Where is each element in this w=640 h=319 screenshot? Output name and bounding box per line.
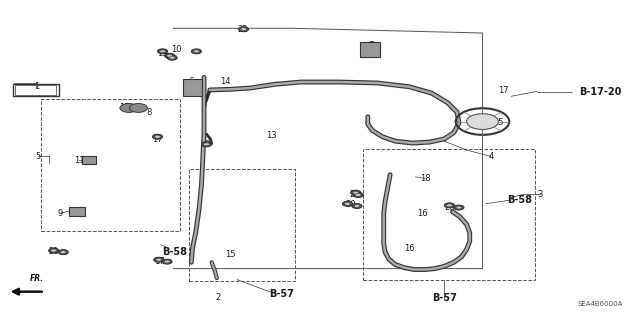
Circle shape	[155, 135, 160, 138]
Circle shape	[162, 259, 172, 264]
Text: 5: 5	[36, 152, 41, 161]
Text: 9: 9	[58, 209, 63, 218]
Circle shape	[120, 104, 138, 112]
Circle shape	[157, 49, 168, 54]
Circle shape	[167, 54, 172, 57]
Circle shape	[58, 250, 68, 255]
Text: 16: 16	[417, 209, 428, 219]
Circle shape	[447, 204, 452, 207]
Text: SEA4B6000A: SEA4B6000A	[577, 300, 623, 307]
Circle shape	[344, 202, 350, 205]
Circle shape	[352, 204, 362, 209]
Circle shape	[152, 134, 163, 139]
Text: 19: 19	[200, 140, 211, 149]
Text: 20: 20	[444, 203, 454, 212]
Circle shape	[454, 205, 464, 210]
Text: 10: 10	[172, 45, 182, 54]
Text: B-17-20: B-17-20	[579, 86, 621, 97]
Text: FR.: FR.	[29, 274, 44, 283]
Bar	[183, 79, 202, 96]
Bar	[13, 84, 59, 96]
Text: 14: 14	[220, 77, 231, 85]
Bar	[15, 85, 56, 95]
Circle shape	[456, 206, 461, 209]
Text: 8: 8	[147, 108, 152, 116]
Circle shape	[351, 190, 361, 195]
Text: 7: 7	[368, 41, 374, 49]
Text: 12: 12	[119, 103, 130, 112]
Bar	[364, 149, 536, 280]
Circle shape	[353, 192, 364, 197]
Circle shape	[160, 50, 165, 53]
Circle shape	[467, 114, 499, 130]
Bar	[189, 169, 294, 281]
Circle shape	[355, 194, 361, 196]
Text: B-58: B-58	[162, 247, 188, 257]
Text: 22: 22	[237, 25, 248, 34]
Circle shape	[239, 27, 248, 32]
Text: 4: 4	[488, 152, 493, 161]
Text: B-58: B-58	[508, 195, 532, 205]
Circle shape	[170, 56, 175, 59]
Circle shape	[156, 258, 161, 261]
Text: 16: 16	[404, 244, 415, 253]
Text: 13: 13	[266, 131, 276, 140]
Text: 15: 15	[493, 118, 504, 127]
Bar	[83, 156, 97, 164]
Circle shape	[129, 104, 147, 112]
Circle shape	[204, 143, 209, 146]
Bar	[68, 207, 84, 216]
Circle shape	[164, 53, 175, 58]
Circle shape	[354, 204, 360, 207]
Text: 6: 6	[189, 77, 194, 85]
Bar	[360, 42, 380, 56]
Circle shape	[444, 203, 454, 208]
Bar	[41, 100, 180, 231]
Circle shape	[167, 55, 177, 60]
Text: 17: 17	[154, 257, 164, 266]
Circle shape	[49, 248, 59, 253]
Text: 17: 17	[152, 135, 163, 145]
Text: 3: 3	[537, 190, 543, 199]
Text: 15: 15	[225, 250, 236, 259]
Text: 11: 11	[74, 156, 84, 165]
Circle shape	[193, 50, 199, 53]
Circle shape	[241, 28, 246, 31]
Text: 1: 1	[34, 82, 39, 91]
Text: B-57: B-57	[432, 293, 457, 303]
Text: 17: 17	[498, 86, 509, 95]
Text: 21: 21	[349, 190, 360, 199]
Text: 2: 2	[216, 293, 221, 301]
Circle shape	[51, 249, 56, 252]
Text: 21: 21	[49, 247, 59, 256]
Circle shape	[202, 142, 212, 147]
Text: 18: 18	[420, 174, 431, 183]
Circle shape	[191, 49, 202, 54]
Circle shape	[154, 257, 164, 262]
Circle shape	[60, 251, 66, 254]
Circle shape	[164, 260, 170, 263]
Text: 20: 20	[346, 200, 356, 209]
Text: B-57: B-57	[269, 289, 294, 299]
Text: 19: 19	[157, 49, 168, 58]
Circle shape	[353, 191, 358, 194]
Circle shape	[342, 201, 353, 206]
